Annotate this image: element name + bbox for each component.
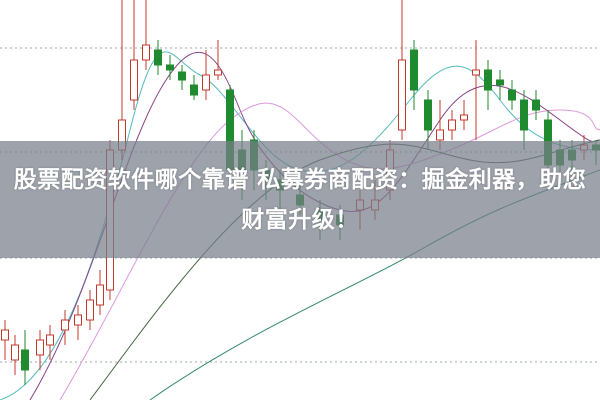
candle-up	[86, 299, 94, 321]
candle-down	[410, 49, 418, 91]
candle-down	[424, 99, 432, 131]
candle-up	[36, 339, 44, 356]
candle-down	[520, 99, 528, 131]
candle-up	[448, 119, 456, 131]
candle-down	[532, 99, 540, 111]
candle-up	[11, 344, 19, 361]
candle-down	[178, 71, 186, 81]
candle-up	[130, 59, 138, 101]
candle-up	[460, 114, 468, 121]
candle-up	[472, 69, 480, 76]
candle-up	[46, 334, 54, 346]
candle-up	[436, 129, 444, 141]
candle-down	[508, 89, 516, 101]
candle-up	[96, 284, 104, 306]
candle-up	[202, 74, 210, 91]
candle-up	[142, 44, 150, 61]
candle-down	[154, 49, 162, 66]
candle-up	[214, 69, 222, 76]
candle-down	[21, 349, 29, 371]
candle-down	[190, 84, 198, 96]
candle-down	[484, 69, 492, 91]
candle-up	[61, 319, 69, 331]
candle-down	[166, 64, 174, 71]
candle-up	[74, 314, 82, 326]
candle-up	[398, 59, 406, 131]
article-title: 股票配资软件哪个靠谱 私募券商配资：掘金利器，助您财富升级！	[13, 166, 587, 233]
candle-up	[1, 329, 9, 341]
candle-down	[496, 79, 504, 86]
title-banner: 股票配资软件哪个靠谱 私募券商配资：掘金利器，助您财富升级！	[0, 141, 600, 258]
